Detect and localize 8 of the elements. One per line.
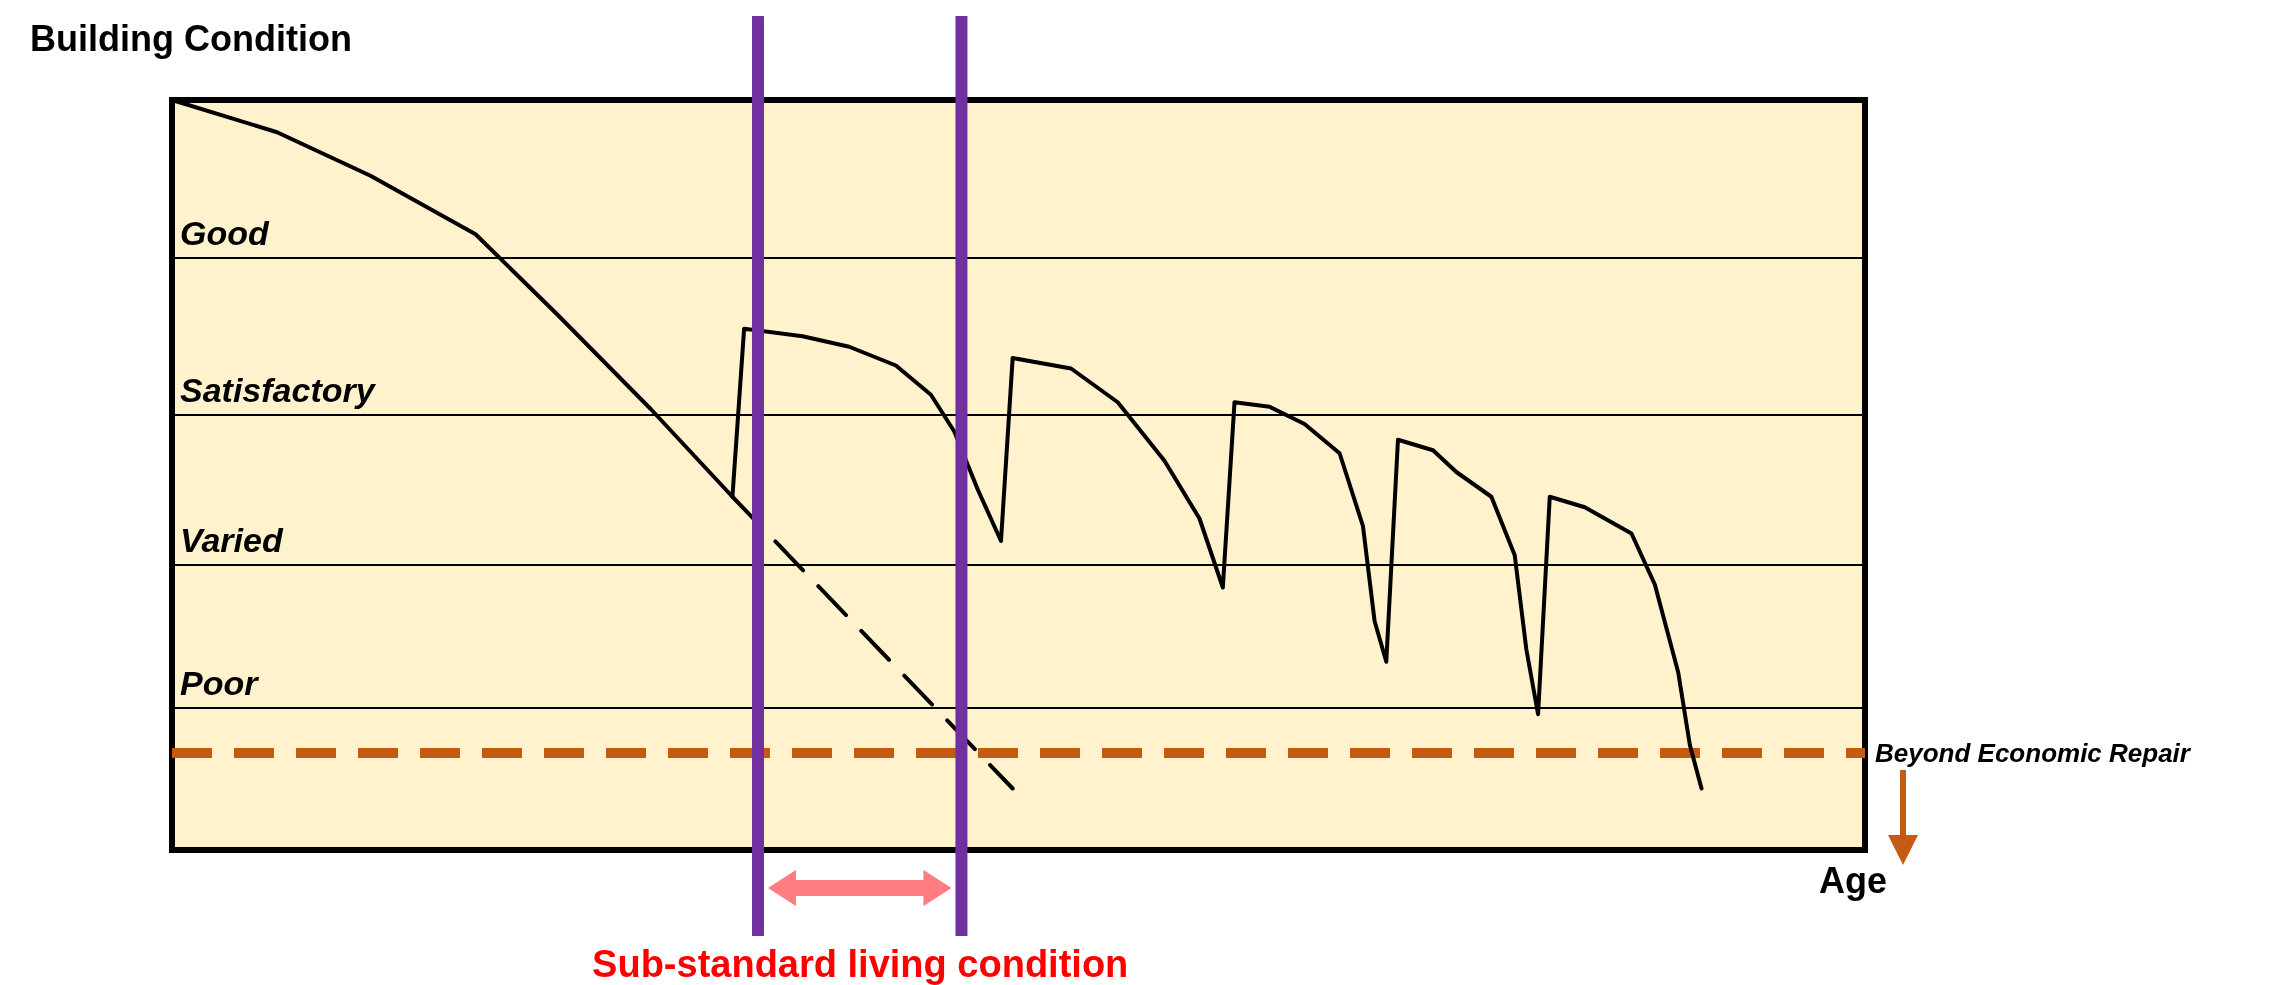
y-axis-title: Building Condition <box>30 18 352 60</box>
ref-line-label: Varied <box>180 521 284 559</box>
ref-line-label: Good <box>180 213 270 252</box>
ref-line-label: Satisfactory <box>180 371 377 409</box>
ref-line-label: Poor <box>180 663 260 702</box>
x-axis-title: Age <box>1818 860 1887 902</box>
ref-line-label: Beyond Economic Repair <box>1875 737 2192 768</box>
text: Sub-standard living condition <box>591 943 1130 985</box>
